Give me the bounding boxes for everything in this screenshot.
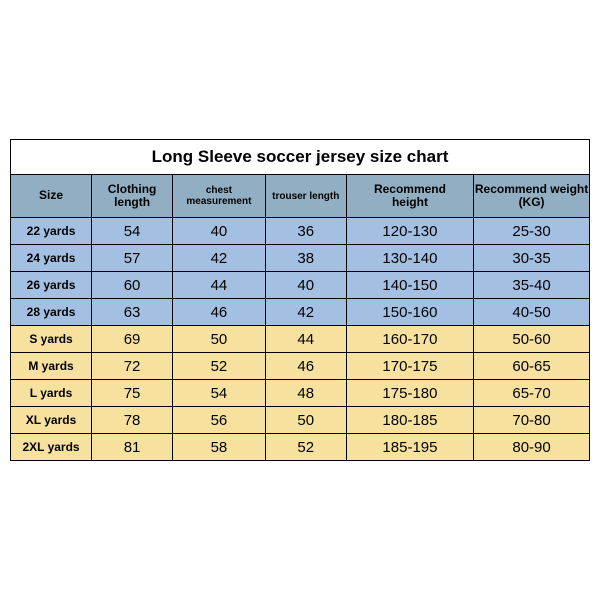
cell-value: 46	[173, 299, 266, 326]
cell-value: 42	[173, 245, 266, 272]
cell-value: 52	[173, 353, 266, 380]
cell-value: 40-50	[474, 299, 590, 326]
cell-value: 60-65	[474, 353, 590, 380]
cell-value: 35-40	[474, 272, 590, 299]
table-row: 26 yards604440140-15035-40	[11, 272, 590, 299]
cell-value: 72	[92, 353, 173, 380]
cell-value: 81	[92, 434, 173, 461]
cell-value: 42	[265, 299, 346, 326]
table-row: 28 yards634642150-16040-50	[11, 299, 590, 326]
cell-value: 140-150	[346, 272, 473, 299]
cell-value: 30-35	[474, 245, 590, 272]
cell-value: 180-185	[346, 407, 473, 434]
cell-value: 50-60	[474, 326, 590, 353]
size-label: S yards	[11, 326, 92, 353]
table-row: M yards725246170-17560-65	[11, 353, 590, 380]
table-row: 22 yards544036120-13025-30	[11, 218, 590, 245]
chart-title: Long Sleeve soccer jersey size chart	[11, 140, 590, 175]
cell-value: 46	[265, 353, 346, 380]
cell-value: 58	[173, 434, 266, 461]
cell-value: 25-30	[474, 218, 590, 245]
column-header: Size	[11, 175, 92, 218]
cell-value: 69	[92, 326, 173, 353]
cell-value: 65-70	[474, 380, 590, 407]
size-chart-container: Long Sleeve soccer jersey size chart Siz…	[10, 139, 590, 461]
table-row: 24 yards574238130-14030-35	[11, 245, 590, 272]
cell-value: 160-170	[346, 326, 473, 353]
column-header: Clothinglength	[92, 175, 173, 218]
cell-value: 50	[173, 326, 266, 353]
header-row: SizeClothinglengthchest measurementtrous…	[11, 175, 590, 218]
cell-value: 57	[92, 245, 173, 272]
cell-value: 48	[265, 380, 346, 407]
column-header: Recommend weight (KG)	[474, 175, 590, 218]
cell-value: 44	[173, 272, 266, 299]
size-chart-table: Long Sleeve soccer jersey size chart Siz…	[10, 139, 590, 461]
cell-value: 40	[265, 272, 346, 299]
cell-value: 63	[92, 299, 173, 326]
cell-value: 38	[265, 245, 346, 272]
cell-value: 56	[173, 407, 266, 434]
cell-value: 130-140	[346, 245, 473, 272]
cell-value: 70-80	[474, 407, 590, 434]
cell-value: 80-90	[474, 434, 590, 461]
cell-value: 170-175	[346, 353, 473, 380]
table-row: XL yards785650180-18570-80	[11, 407, 590, 434]
cell-value: 40	[173, 218, 266, 245]
size-label: 2XL yards	[11, 434, 92, 461]
cell-value: 36	[265, 218, 346, 245]
size-label: M yards	[11, 353, 92, 380]
tbody: Long Sleeve soccer jersey size chart Siz…	[11, 140, 590, 461]
cell-value: 150-160	[346, 299, 473, 326]
cell-value: 44	[265, 326, 346, 353]
cell-value: 78	[92, 407, 173, 434]
table-row: S yards695044160-17050-60	[11, 326, 590, 353]
column-header: chest measurement	[173, 175, 266, 218]
size-label: L yards	[11, 380, 92, 407]
cell-value: 175-180	[346, 380, 473, 407]
cell-value: 120-130	[346, 218, 473, 245]
size-label: 28 yards	[11, 299, 92, 326]
size-label: 26 yards	[11, 272, 92, 299]
size-label: XL yards	[11, 407, 92, 434]
cell-value: 60	[92, 272, 173, 299]
column-header: Recommendheight	[346, 175, 473, 218]
cell-value: 50	[265, 407, 346, 434]
size-label: 22 yards	[11, 218, 92, 245]
size-label: 24 yards	[11, 245, 92, 272]
table-row: L yards755448175-18065-70	[11, 380, 590, 407]
cell-value: 54	[92, 218, 173, 245]
cell-value: 75	[92, 380, 173, 407]
table-row: 2XL yards815852185-19580-90	[11, 434, 590, 461]
cell-value: 52	[265, 434, 346, 461]
column-header: trouser length	[265, 175, 346, 218]
title-row: Long Sleeve soccer jersey size chart	[11, 140, 590, 175]
cell-value: 185-195	[346, 434, 473, 461]
cell-value: 54	[173, 380, 266, 407]
